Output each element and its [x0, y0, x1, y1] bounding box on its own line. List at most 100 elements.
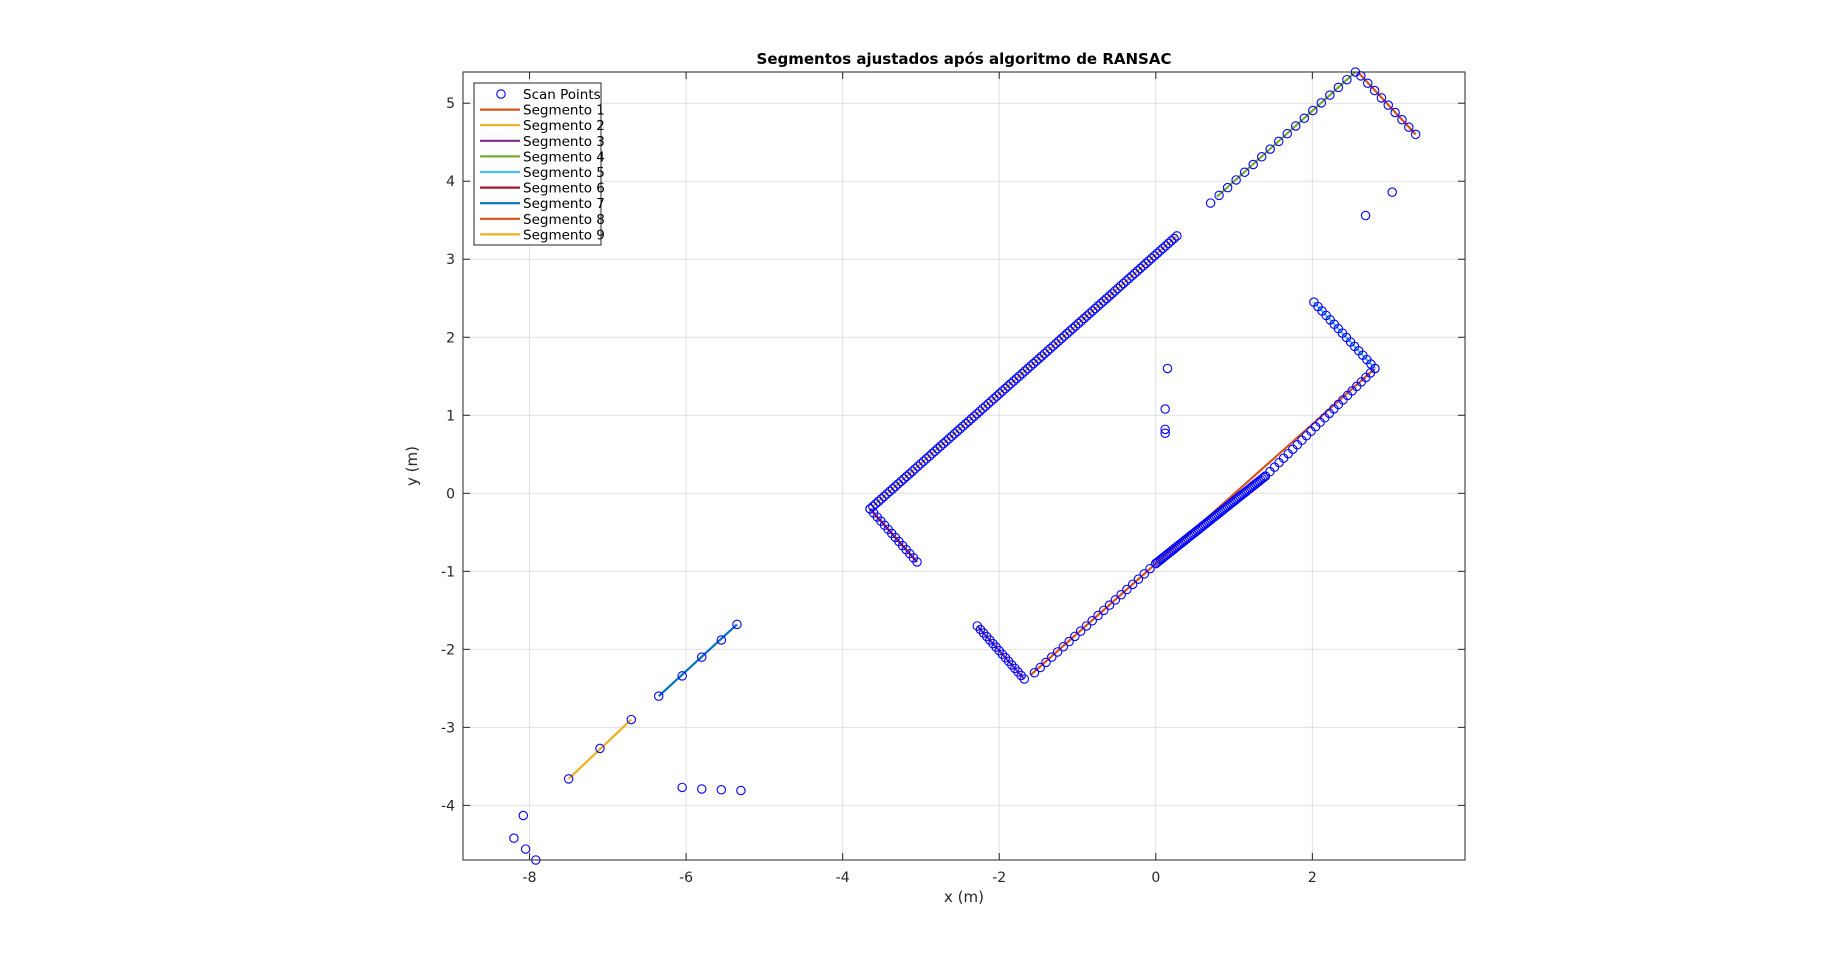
scan-point — [518, 810, 529, 821]
scan-point — [952, 426, 963, 436]
scan-point — [1129, 268, 1140, 279]
scan-point — [1306, 426, 1316, 437]
scan-point — [1214, 190, 1224, 201]
scan-point — [1052, 647, 1063, 657]
scan-point — [944, 434, 954, 444]
scan-point — [1081, 621, 1092, 631]
legend-label-segment-2: Segmento 2 — [523, 118, 605, 134]
scan-point — [509, 833, 519, 843]
y-tick-label: 2 — [446, 330, 455, 346]
scan-point — [991, 391, 1002, 401]
legend-marker-scan-points — [496, 89, 506, 99]
scan-point — [887, 484, 898, 494]
scan-point — [899, 474, 909, 484]
x-tick-label: -8 — [523, 870, 537, 886]
scan-point — [1064, 636, 1074, 647]
scan-point — [1127, 579, 1138, 590]
scan-point — [915, 459, 926, 469]
legend-label-segment-7: Segmento 7 — [523, 196, 605, 212]
y-tick-label: -1 — [441, 564, 455, 580]
scan-point — [1333, 82, 1344, 93]
scan-point — [1056, 333, 1067, 344]
scan-point — [1132, 266, 1143, 276]
scan-point — [994, 645, 1004, 656]
scan-point — [1059, 331, 1070, 341]
scan-point — [941, 436, 951, 447]
scan-point — [958, 421, 968, 431]
scan-point — [1158, 243, 1168, 254]
scan-point — [1152, 248, 1162, 259]
scan-point — [910, 464, 920, 474]
y-tick-label: -2 — [441, 642, 455, 658]
scan-point — [991, 642, 1001, 652]
scan-point — [732, 619, 742, 630]
scan-point — [1308, 105, 1318, 116]
scan-point — [1041, 657, 1051, 668]
legend-label-segment-6: Segmento 6 — [523, 181, 605, 197]
scan-point — [1160, 424, 1170, 435]
scan-point — [677, 782, 687, 793]
scan-point — [1162, 363, 1173, 374]
scan-point — [1155, 246, 1165, 256]
scan-point — [1160, 404, 1170, 414]
scan-point — [1090, 303, 1101, 314]
scan-point — [1325, 90, 1335, 100]
segment-line-6 — [869, 508, 918, 563]
scan-point — [1133, 574, 1144, 584]
scan-point — [1093, 301, 1103, 311]
x-tick-label: -6 — [679, 870, 693, 886]
scan-point — [1031, 356, 1041, 366]
scan-point — [1315, 417, 1325, 428]
scan-points-layer — [509, 67, 1421, 865]
legend-label-segment-5: Segmento 5 — [523, 165, 605, 181]
scan-point — [1000, 653, 1011, 663]
scan-point — [893, 479, 903, 489]
scan-point — [1257, 473, 1267, 484]
scan-point — [653, 691, 664, 701]
scan-point — [1098, 296, 1109, 306]
scan-point — [1076, 316, 1086, 326]
y-tick-label: -3 — [441, 720, 455, 736]
scan-point — [1410, 129, 1421, 140]
scan-point — [1376, 93, 1387, 103]
y-tick-label: 5 — [446, 96, 455, 112]
chart-title: Segmentos ajustados após algoritmo de RA… — [757, 50, 1172, 68]
scan-point — [975, 624, 986, 635]
scan-point — [1084, 308, 1095, 319]
scan-point — [955, 423, 965, 434]
scan-point — [595, 743, 605, 754]
scan-point — [1163, 238, 1174, 249]
scan-point — [1265, 144, 1275, 154]
scan-point — [1070, 631, 1080, 642]
scan-point — [1011, 373, 1022, 384]
x-tick-label: -4 — [836, 870, 850, 886]
legend-label-segment-9: Segmento 9 — [523, 227, 605, 243]
scan-point — [912, 557, 922, 567]
scan-point — [1022, 363, 1033, 374]
segment-line-8 — [1358, 72, 1417, 136]
scan-point — [1118, 278, 1129, 289]
x-tick-label: 2 — [1308, 870, 1317, 886]
scan-point — [969, 411, 979, 421]
scan-point — [1006, 378, 1016, 389]
scan-point — [980, 401, 991, 411]
scan-point — [1058, 641, 1069, 652]
scan-point — [1124, 273, 1134, 284]
scan-point — [876, 494, 887, 504]
scan-point — [1166, 236, 1177, 246]
scan-point — [1269, 462, 1280, 472]
scan-point — [1007, 660, 1017, 670]
scan-point — [1115, 281, 1126, 291]
legend-label-segment-4: Segmento 4 — [523, 149, 605, 165]
scan-point — [1256, 152, 1267, 162]
scan-point — [935, 441, 946, 452]
scan-point — [1003, 656, 1014, 667]
scan-point — [1070, 321, 1081, 331]
scan-point — [1082, 311, 1092, 321]
scan-point — [677, 671, 687, 681]
scan-point — [1025, 361, 1036, 371]
scan-point — [885, 486, 895, 497]
scan-point — [1079, 313, 1089, 324]
scan-point — [1013, 667, 1023, 677]
